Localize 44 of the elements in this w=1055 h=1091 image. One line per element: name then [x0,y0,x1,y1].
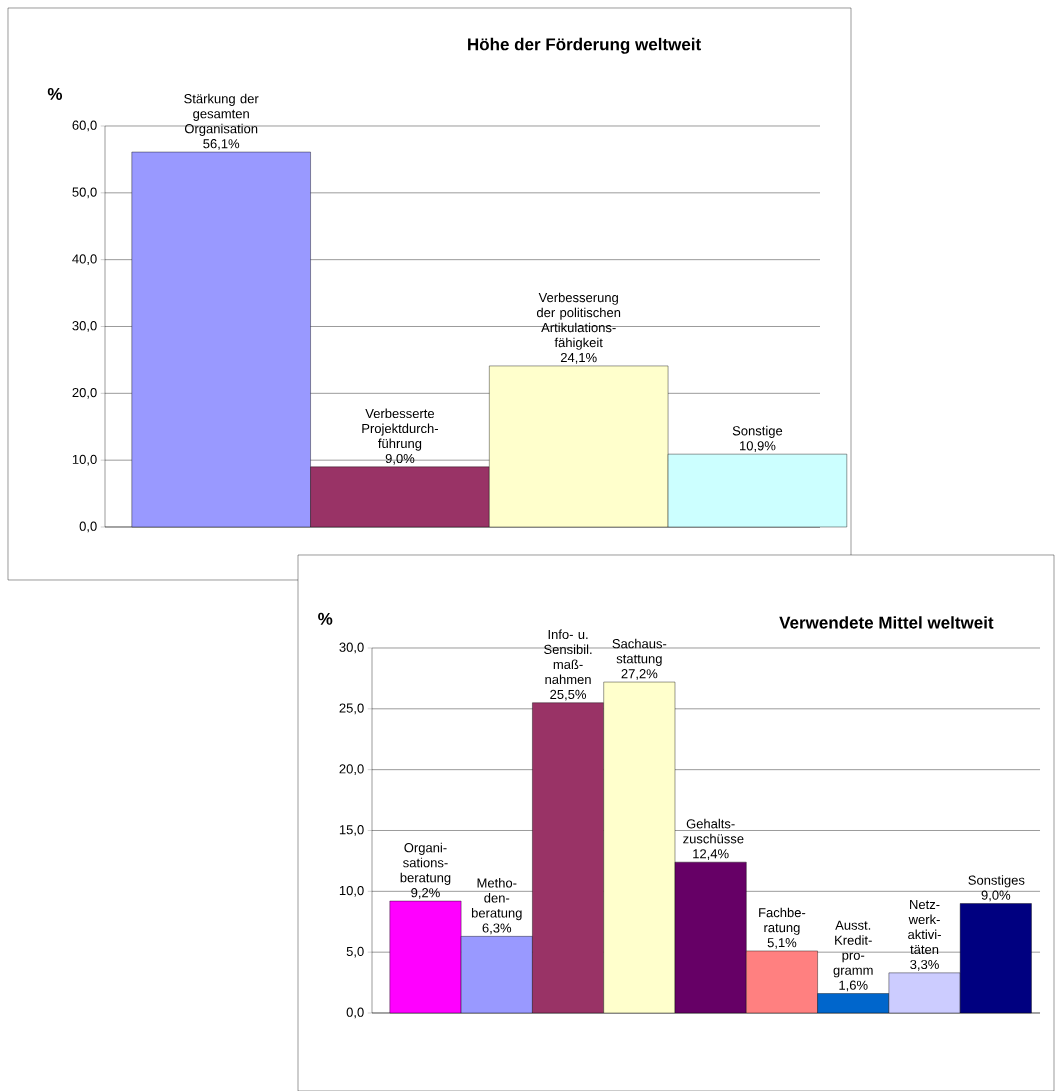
y-tick-label: 30,0 [339,642,364,654]
data-label: 27,2% [621,669,658,680]
y-tick-label: 10,0 [339,885,364,897]
x-tick-label: Ausst. Kredit- pro- gramm [833,920,873,978]
data-label: 1,6% [839,980,868,992]
x-tick-label: Netz- werk- aktivi- täten [908,900,941,955]
chart-title: Verwendete Mittel weltweit [779,616,994,629]
data-label: 10,9% [740,441,776,452]
y-tick-label: 60,0 [72,120,97,132]
x-tick-label: Verbesserte Projektdurch- führung [362,408,438,451]
data-label: 56,1% [203,139,240,150]
x-tick-label: Stärkung der gesamten Organisation [184,93,259,136]
y-tick-label: 10,0 [72,454,97,466]
data-label: 24,1% [560,352,597,364]
y-tick-label: 50,0 [72,187,97,199]
data-label: 9,0% [981,890,1011,902]
x-tick-label: Verbesserung der politischen Artikulations- fähigkeit [536,292,621,350]
y-tick-label: 20,0 [72,387,97,399]
x-tick-label: Gehalts- zuschüsse [683,818,744,844]
y-tick-label: 25,0 [339,703,364,715]
data-label: 25,5% [550,689,587,701]
x-tick-label: Fachbe- ratung [759,907,806,935]
x-tick-label: Metho- den- beratung [471,878,522,921]
y-tick-label: 15,0 [339,825,364,836]
data-label: 6,3% [482,923,512,935]
y-tick-label: 5,0 [346,946,364,958]
y-tick-label: 30,0 [72,321,97,332]
data-label: 9,2% [411,888,440,899]
data-label: 9,0% [385,453,415,465]
y-tick-label: 0,0 [79,521,97,533]
y-tick-label: 40,0 [72,254,97,266]
data-label: 3,3% [910,959,939,971]
chart-title: Höhe der Förderung weltweit [468,37,701,54]
y-axis-title: % [47,87,63,100]
y-tick-label: 0,0 [346,1007,364,1019]
x-tick-label: Sonstige [732,425,783,438]
x-tick-label: Sachaus- stattung [612,638,667,666]
y-tick-label: 20,0 [339,764,364,776]
x-tick-label: Info- u. Sensibil. maß- nahmen [544,629,592,685]
x-tick-label: Sonstiges [968,875,1025,888]
y-axis-title: % [318,612,333,625]
data-label: 5,1% [767,938,797,949]
data-label: 12,4% [693,849,729,860]
x-tick-label: Organi- sations- beratung [400,842,451,885]
